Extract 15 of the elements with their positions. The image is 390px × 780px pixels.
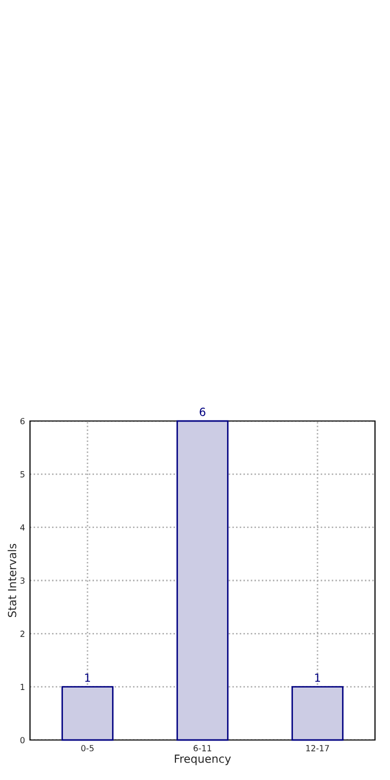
x-tick-label: 0-5 (81, 745, 94, 752)
data-label: 1 (85, 674, 90, 682)
y-tick-label: 2 (20, 630, 24, 637)
y-tick-label: 0 (20, 736, 25, 744)
y-tick-label: 3 (20, 577, 24, 584)
data-label: 6 (200, 408, 206, 416)
y-tick-label: 5 (20, 471, 24, 478)
x-axis-title: Frequency (174, 754, 231, 766)
y-tick-label: 1 (20, 684, 24, 690)
x-tick-label: 12-17 (306, 745, 329, 752)
x-tick-label: 6-11 (194, 745, 212, 752)
data-label: 1 (315, 674, 320, 682)
y-tick-label: 6 (20, 418, 25, 424)
y-axis-title: Stat Intervals (8, 544, 16, 617)
y-tick-label: 4 (20, 524, 25, 530)
